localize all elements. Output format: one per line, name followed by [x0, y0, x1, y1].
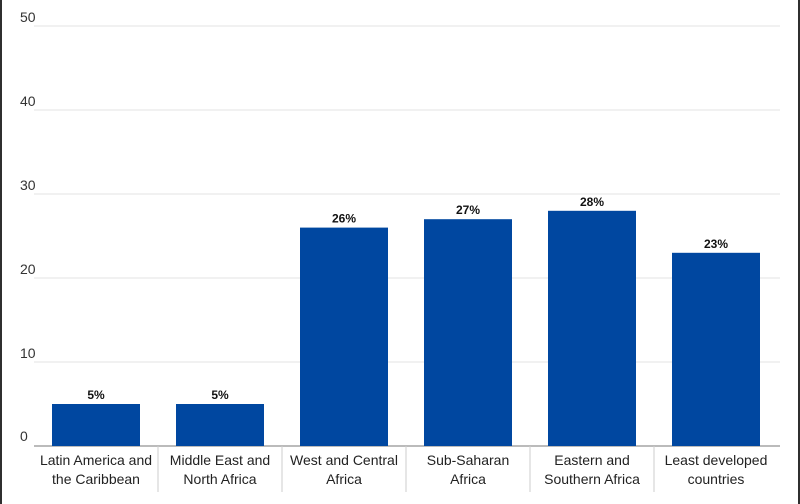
x-tick-label: the Caribbean	[52, 471, 140, 487]
y-tick-label: 10	[20, 345, 36, 361]
data-label: 28%	[580, 195, 604, 209]
bar	[548, 210, 636, 446]
bar	[176, 404, 264, 446]
x-tick-label: Sub-Saharan	[427, 452, 510, 468]
bar	[52, 404, 140, 446]
y-tick-label: 20	[20, 261, 36, 277]
x-tick-label: Latin America and	[40, 452, 152, 468]
data-label: 5%	[87, 388, 105, 402]
x-tick-label: Africa	[450, 471, 486, 487]
x-tick-label: Southern Africa	[544, 471, 640, 487]
x-tick-label: Eastern and	[554, 452, 630, 468]
bar	[300, 227, 388, 446]
x-tick-label: countries	[688, 471, 745, 487]
y-tick-label: 40	[20, 93, 36, 109]
y-tick-label: 0	[20, 428, 28, 444]
x-tick-label: Middle East and	[170, 452, 270, 468]
bar	[424, 219, 512, 446]
y-tick-label: 50	[20, 9, 36, 25]
data-label: 26%	[332, 212, 356, 226]
data-label: 27%	[456, 203, 480, 217]
x-tick-label: North Africa	[183, 471, 256, 487]
x-tick-label: Africa	[326, 471, 362, 487]
x-tick-label: West and Central	[290, 452, 398, 468]
y-tick-label: 30	[20, 177, 36, 193]
data-label: 5%	[211, 388, 229, 402]
x-tick-label: Least developed	[665, 452, 768, 468]
data-label: 23%	[704, 237, 728, 251]
bar	[672, 252, 760, 446]
